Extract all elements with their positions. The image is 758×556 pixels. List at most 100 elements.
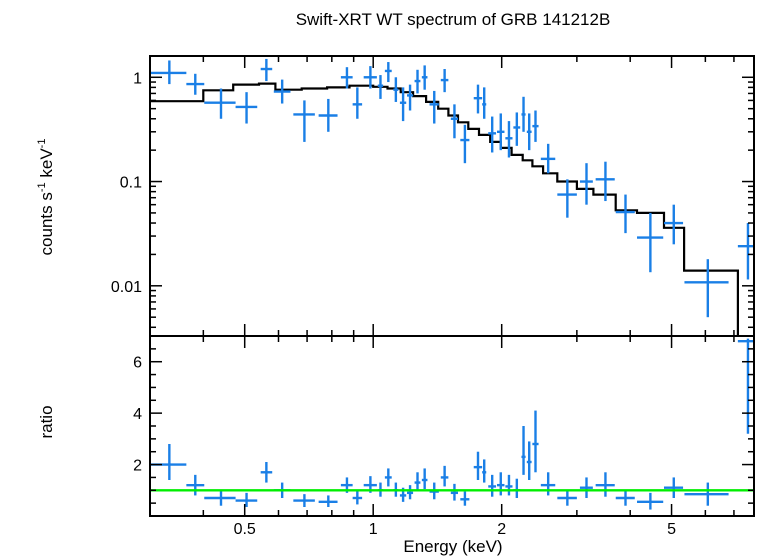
- spectrum-point-3: [204, 88, 236, 119]
- ratio-point-34: [579, 477, 593, 498]
- ratio-point-3: [204, 490, 236, 506]
- spectrum-panel-border: [149, 55, 755, 337]
- spectrum-point-27: [505, 121, 513, 158]
- ratio-point-39: [684, 482, 729, 506]
- ratio-point-26: [497, 472, 505, 496]
- ratio-y-tick-label-6: 6: [133, 355, 142, 372]
- spectrum-point-4: [235, 92, 258, 124]
- y-tick-label-1: 1: [133, 70, 142, 87]
- y-tick-label-0.01: 0.01: [111, 279, 142, 296]
- ratio-point-18: [421, 468, 428, 489]
- ratio-point-16: [406, 485, 414, 500]
- spectrum-panel: 1 0.1 0.01: [111, 55, 755, 337]
- spectrum-point-19: [429, 90, 439, 124]
- ratio-panel-frame: [149, 335, 755, 517]
- spectrum-point-22: [460, 124, 470, 164]
- ratio-y-tick-label-4: 4: [133, 406, 142, 423]
- spectrum-point-10: [352, 87, 363, 119]
- ratio-point-2: [186, 474, 205, 496]
- ratio-point-4: [235, 492, 258, 507]
- spectrum-point-38: [663, 204, 684, 245]
- spectrum-point-13: [384, 62, 392, 83]
- ratio-point-10: [352, 490, 363, 505]
- spectrum-data-points: [150, 58, 754, 318]
- spectrum-point-17: [414, 69, 421, 94]
- spectrum-point-32: [540, 143, 556, 174]
- spectrum-point-29: [521, 96, 526, 132]
- ratio-point-33: [557, 490, 577, 506]
- ratio-data-points: [150, 338, 754, 510]
- ratio-point-13: [384, 468, 392, 487]
- ratio-panel-border: [149, 335, 755, 517]
- spectrum-point-7: [293, 100, 315, 142]
- ratio-point-22: [460, 491, 470, 506]
- spectrum-point-35: [595, 161, 615, 202]
- ratio-point-5: [260, 462, 273, 483]
- ratio-y-tick-label-2: 2: [133, 458, 142, 475]
- spectrum-point-8: [318, 98, 338, 132]
- ratio-point-40: [737, 338, 754, 434]
- x-tick-label-0.5: 0.5: [234, 521, 256, 538]
- spectrum-point-34: [579, 163, 593, 205]
- x-axis-label: Energy (keV): [403, 537, 502, 556]
- y-axis-label-ratio: ratio: [37, 405, 56, 438]
- ratio-point-23: [473, 451, 483, 480]
- spectrum-point-28: [513, 112, 521, 146]
- spectrum-panel-frame: [149, 55, 755, 337]
- spectrum-panel-ticks: 1 0.1 0.01: [111, 56, 754, 336]
- spectrum-point-18: [421, 65, 428, 90]
- ratio-panel-ticks: 0.5 1 2 5 2 4 6: [133, 336, 754, 538]
- ratio-point-28: [513, 478, 521, 498]
- y-axis-label-sup1: -1: [36, 182, 48, 192]
- y-axis-label-spectrum: counts s-1 keV-1: [36, 139, 56, 256]
- spectrum-point-25: [488, 116, 497, 153]
- spectrum-point-36: [615, 194, 635, 234]
- ratio-point-36: [615, 490, 635, 506]
- ratio-panel: 0.5 1 2 5 2 4 6: [133, 335, 755, 538]
- spectrum-point-5: [260, 58, 273, 82]
- spectrum-point-31: [532, 110, 539, 142]
- y-axis-label-main: counts s: [37, 192, 56, 255]
- spectrum-point-37: [637, 212, 664, 273]
- spectrum-point-16: [406, 84, 414, 111]
- ratio-point-1: [150, 444, 187, 480]
- x-tick-label-5: 5: [667, 521, 676, 538]
- ratio-point-32: [540, 472, 556, 496]
- spectrum-point-1: [150, 60, 187, 85]
- ratio-point-38: [663, 477, 684, 498]
- ratio-point-25: [488, 474, 497, 497]
- spectrum-point-14: [393, 77, 399, 102]
- ratio-point-20: [440, 465, 449, 487]
- spectrum-point-33: [557, 179, 577, 218]
- x-tick-label-1: 1: [369, 521, 378, 538]
- ratio-point-27: [505, 474, 513, 496]
- spectrum-point-30: [526, 113, 532, 151]
- spectrum-point-20: [440, 69, 449, 93]
- ratio-point-35: [595, 472, 615, 497]
- ratio-point-24: [482, 459, 487, 483]
- ratio-point-7: [293, 494, 315, 507]
- spectrum-point-11: [363, 66, 377, 89]
- model-curve: [150, 82, 740, 336]
- spectrum-point-21: [450, 104, 458, 139]
- spectrum-point-9: [340, 67, 353, 89]
- ratio-point-8: [318, 495, 338, 507]
- y-axis-label-sup2: -1: [36, 139, 48, 149]
- ratio-point-17: [414, 472, 421, 491]
- spectrum-point-23: [473, 84, 483, 114]
- spectrum-point-39: [684, 259, 729, 318]
- spectrum-point-15: [399, 87, 407, 122]
- spectrum-point-12: [377, 75, 384, 99]
- ratio-point-30: [526, 441, 532, 480]
- ratio-point-37: [637, 492, 664, 510]
- spectrum-point-40: [737, 223, 754, 280]
- ratio-point-31: [532, 410, 539, 473]
- y-tick-label-0.1: 0.1: [120, 175, 142, 192]
- spectrum-point-26: [497, 113, 505, 151]
- spectrum-point-24: [482, 87, 487, 119]
- model-step-line: [150, 82, 740, 336]
- spectrum-point-2: [186, 73, 205, 95]
- ratio-point-21: [450, 483, 458, 501]
- spectrum-point-6: [273, 79, 291, 104]
